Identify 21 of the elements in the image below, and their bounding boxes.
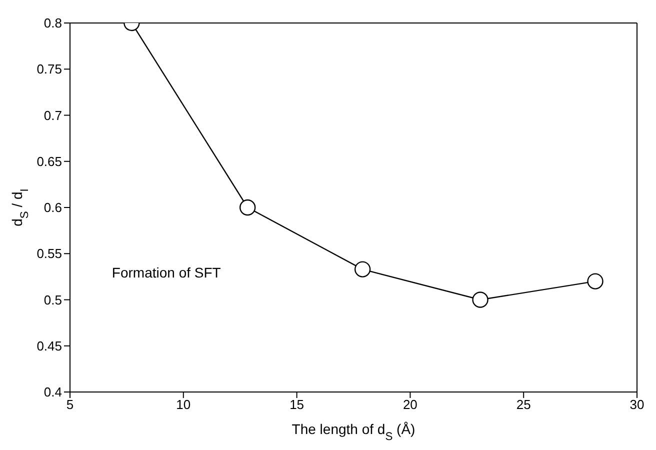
- y-tick-label: 0.55: [36, 246, 62, 262]
- y-tick-label: 0.6: [44, 200, 62, 216]
- x-tick-label: 5: [66, 397, 74, 412]
- y-tick-label: 0.65: [36, 154, 62, 169]
- point: [472, 292, 488, 308]
- y-tick-label: 0.7: [44, 108, 62, 123]
- point: [239, 199, 256, 216]
- y-tick-label: 0.45: [36, 338, 62, 354]
- x-axis-title: The length of d$_{S}$ (Å): [292, 421, 416, 443]
- point: [587, 273, 604, 290]
- x-tick-label: 10: [176, 397, 191, 412]
- annotation: Formation of SFT: [112, 264, 222, 281]
- x-tick-label: 20: [402, 397, 418, 412]
- x-tick-label: 25: [516, 397, 531, 412]
- y-tick-label: 0.75: [36, 62, 62, 77]
- y-tick-label: 0.5: [44, 292, 62, 308]
- x-tick-label: 15: [290, 397, 304, 412]
- y-tick-label: 0.8: [44, 16, 62, 31]
- point: [354, 261, 371, 278]
- y-tick-label: 0.4: [44, 384, 62, 400]
- x-tick-label: 30: [630, 397, 644, 412]
